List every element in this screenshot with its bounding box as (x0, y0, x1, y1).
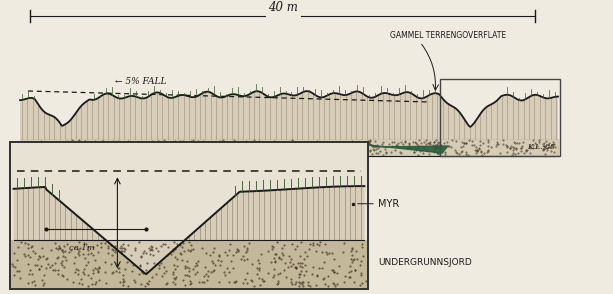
Bar (11, 240, 367, 288)
Polygon shape (13, 186, 364, 274)
Text: MYR: MYR (378, 199, 399, 209)
Bar (10, 142, 368, 289)
Text: K.L.-85: K.L.-85 (527, 143, 555, 151)
Bar (440, 79, 560, 156)
Text: UNDERGRUNNSJORD: UNDERGRUNNSJORD (378, 258, 472, 267)
Polygon shape (20, 91, 558, 139)
Text: ca 1m: ca 1m (69, 244, 94, 252)
Text: ← 5% FALL: ← 5% FALL (115, 77, 167, 86)
Polygon shape (360, 142, 448, 153)
Text: GAMMEL TERRENGOVERFLATE: GAMMEL TERRENGOVERFLATE (390, 31, 506, 41)
Bar (10, 142, 368, 289)
Text: 40 m: 40 m (267, 1, 297, 14)
